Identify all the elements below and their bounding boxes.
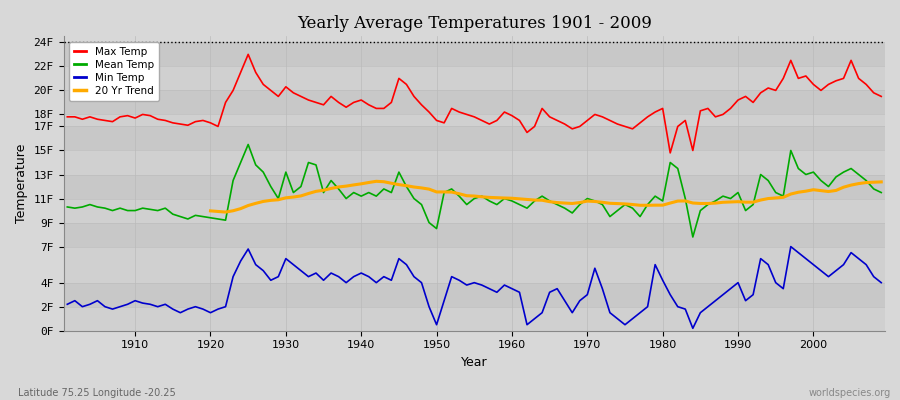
Bar (64, 307, 885, 331)
Bar (64, 126, 885, 150)
Bar (64, 42, 885, 66)
Title: Yearly Average Temperatures 1901 - 2009: Yearly Average Temperatures 1901 - 2009 (297, 15, 652, 32)
Bar (64, 222, 885, 247)
Bar (64, 247, 885, 283)
Bar (64, 90, 885, 114)
X-axis label: Year: Year (461, 356, 488, 369)
Bar (64, 174, 885, 198)
Bar (64, 66, 885, 90)
Bar (64, 283, 885, 307)
Bar (64, 150, 885, 174)
Y-axis label: Temperature: Temperature (15, 144, 28, 223)
Bar (64, 198, 885, 222)
Text: worldspecies.org: worldspecies.org (809, 388, 891, 398)
Bar (64, 114, 885, 126)
Legend: Max Temp, Mean Temp, Min Temp, 20 Yr Trend: Max Temp, Mean Temp, Min Temp, 20 Yr Tre… (68, 42, 159, 101)
Text: Latitude 75.25 Longitude -20.25: Latitude 75.25 Longitude -20.25 (18, 388, 176, 398)
